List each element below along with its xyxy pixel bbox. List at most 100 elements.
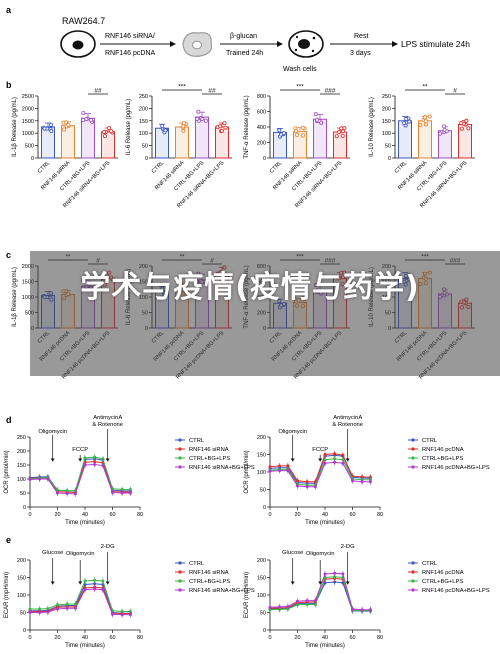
legend-label: CTRL+BG+LPS [189,456,230,462]
y-axis-label: ECAR (mpH/min) [244,572,250,618]
legend-marker [178,438,182,442]
y-tick-label: 50 [260,488,266,494]
legend-marker [178,456,182,460]
data-point [203,118,208,123]
stimulus-label-bottom: Trained 24h [226,50,263,57]
y-tick-label: 0 [263,505,266,511]
injection-arrow-head [345,458,350,462]
y-tick-label: 50 [385,144,391,150]
y-tick-label: 100 [382,131,391,137]
bar [81,117,95,159]
panel-letter-c: c [6,250,11,260]
line-chart-0: OCR (pmol/min)Time (minutes)050100150200… [4,415,255,526]
data-point [296,479,299,483]
data-point [333,452,337,456]
significance-label: ### [325,88,336,95]
legend-marker [411,456,415,460]
y-tick-label: 200 [257,558,266,564]
legend-label: CTRL [189,438,205,444]
y-tick-label: 250 [17,435,26,441]
data-point [286,464,290,468]
x-tick-label: CTRL [37,160,52,175]
legend-label: RNF146 siRNA+BG+LPS [189,465,255,471]
y-axis-label: IL-6 Release (pg/mL) [126,99,132,155]
transfection-label-bottom: RNF146 pcDNA [105,50,156,57]
data-point [268,605,272,609]
data-point [128,491,132,495]
data-point [101,588,105,592]
injection-label: Oligomycin [306,551,335,557]
data-point [223,125,228,130]
y-axis-label: ECAR (mpH/min) [4,572,10,618]
data-point [278,605,282,609]
data-point [323,572,327,576]
legend-marker [178,588,182,592]
bar [195,116,209,159]
legend-label: CTRL [422,561,438,567]
data-point [442,124,447,129]
y-tick-label: 200 [257,435,266,441]
data-point [402,121,407,126]
y-tick-label: 100 [17,477,26,483]
y-tick-label: 1500 [22,119,34,125]
y-tick-label: 2500 [22,94,34,100]
y-tick-label: 100 [139,131,148,137]
data-point [128,609,132,613]
watermark-text: 学术与疫情(疫情与药学) [80,270,420,305]
y-tick-label: 150 [257,576,266,582]
y-axis-label: IL-10 Release (pg/mL) [369,97,375,157]
data-point [28,607,32,611]
injection-label: & Rotenone [332,422,363,428]
x-tick-label: 40 [322,635,328,641]
data-point [83,463,87,467]
data-point [438,131,443,136]
data-point [38,607,42,611]
data-point [268,469,272,473]
data-point [295,132,300,137]
legend-label: RNF146 pcDNA [422,447,464,453]
rest-label-bottom: 3 days [350,50,371,57]
y-tick-label: 0 [23,505,26,511]
y-tick-label: 400 [257,125,266,131]
data-point [107,126,112,131]
injection-label: AntimycinA [333,415,362,421]
y-tick-label: 800 [257,94,266,100]
data-point [315,117,320,122]
y-tick-label: 1500 [22,280,34,286]
series-line [29,586,131,615]
legend-marker [178,579,182,583]
data-point [305,602,309,606]
data-point [181,124,186,129]
y-tick-label: 150 [17,463,26,469]
stimulus-label-top: β-glucan [230,33,257,40]
data-point [120,491,124,495]
data-point [111,490,114,494]
data-point [277,128,282,133]
data-point [341,572,345,576]
data-point [61,120,66,125]
data-point [341,461,345,465]
injection-arrow-head [318,581,323,585]
data-point [286,469,290,473]
bar [313,118,327,159]
legend-label: CTRL+BG+LPS [422,579,463,585]
data-point [46,610,50,614]
y-tick-label: 150 [382,119,391,125]
y-tick-label: 500 [25,311,34,317]
data-point [278,464,282,468]
injection-label: 2-DG [341,544,355,550]
cytokine_b-chart-1: IL-6 Release (pg/mL)050100150200250CTRLR… [126,84,232,209]
data-point [28,478,32,482]
data-point [73,606,77,610]
y-tick-label: 200 [382,106,391,112]
data-point [163,128,168,133]
data-point [333,575,337,579]
y-tick-label: 1000 [22,295,34,301]
significance-label: ## [94,88,102,95]
data-point [101,457,105,461]
legend-label: RNF146 siRNA+BG+LPS [189,588,255,594]
data-point [339,126,344,131]
data-point [62,127,67,132]
data-point [128,613,132,617]
data-point [423,119,428,124]
